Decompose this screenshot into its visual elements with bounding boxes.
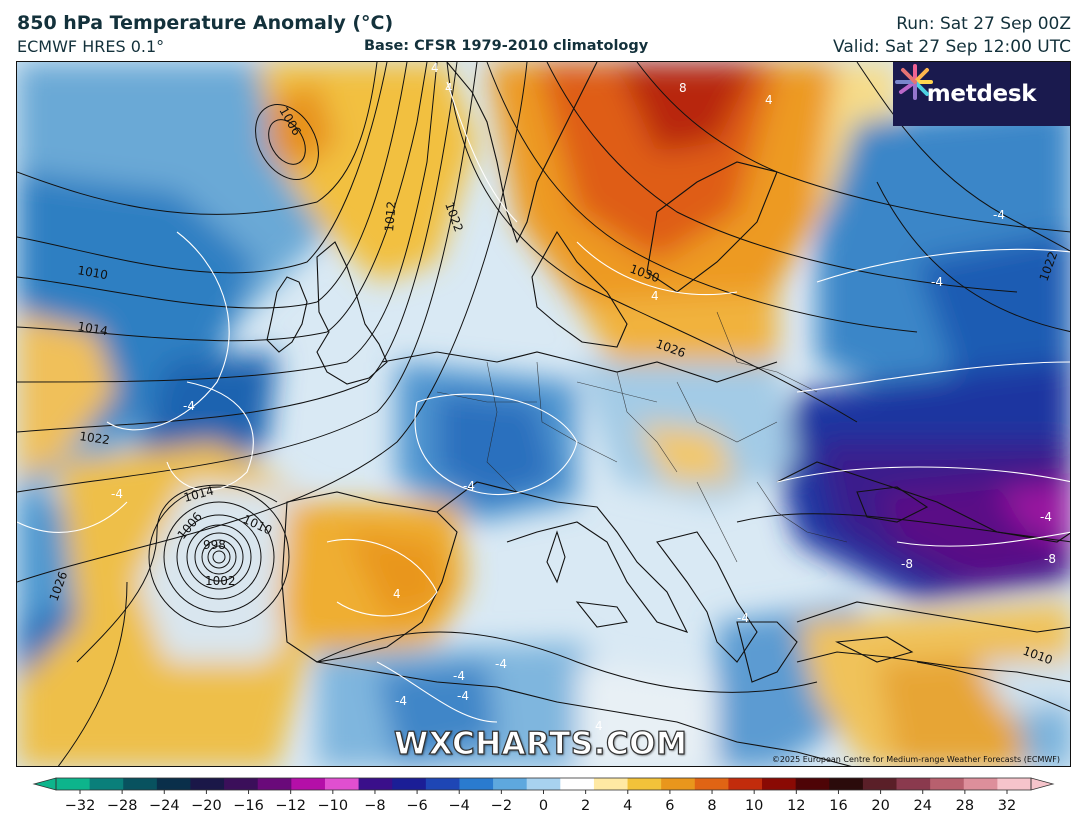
- colorbar-cell: [862, 778, 898, 790]
- colorbar-tick-label: −12: [275, 798, 306, 814]
- colorbar-tick-marks: [79, 790, 1008, 794]
- anomaly-label: -4: [183, 399, 195, 413]
- anomaly-label: -4: [1040, 510, 1052, 524]
- colorbar-cell: [661, 778, 696, 790]
- colorbar-cell: [224, 778, 259, 790]
- colorbar-cell: [728, 778, 763, 790]
- isobar-label: 1012: [382, 201, 399, 233]
- colorbar-cell: [930, 778, 965, 790]
- colorbar: [32, 777, 1055, 794]
- anomaly-label: -4: [457, 689, 469, 703]
- colorbar-tick-label: −2: [490, 798, 513, 814]
- colorbar-tick-label: 12: [787, 798, 806, 814]
- isobars: [17, 62, 1070, 766]
- model-label: ECMWF HRES 0.1°: [17, 37, 165, 56]
- anomaly-label: -4: [463, 479, 475, 493]
- map-canvas: 1006 1012 1022 1010 1014 1030 1026 1022 …: [17, 62, 1070, 766]
- colorbar-tick-label: −8: [364, 798, 386, 814]
- anomaly-label: -4: [495, 657, 507, 671]
- colorbar-cell: [829, 778, 864, 790]
- anomaly-label: -8: [1044, 552, 1056, 566]
- colorbar-tick-label: −16: [233, 798, 264, 814]
- anomaly-labels: 4 4 8 4 4 -4 -4 -4 -4 -4 -4 -8 -8 -4 4 -…: [111, 62, 1056, 733]
- anomaly-label: -4: [453, 669, 465, 683]
- colorbar-cell: [526, 778, 561, 790]
- anomaly-label: 4: [595, 719, 603, 733]
- anomaly-label: -8: [901, 557, 913, 571]
- colorbar-cell: [795, 778, 830, 790]
- colorbar-tick-label: −24: [148, 798, 180, 814]
- anomaly-label: -4: [737, 611, 749, 625]
- anomaly-label: -4: [993, 208, 1005, 222]
- metdesk-logo-text: metdesk: [926, 81, 1037, 107]
- colorbar-tick-label: −20: [191, 798, 222, 814]
- colorbar-cell: [291, 778, 326, 790]
- colorbar-min-arrow: [32, 777, 57, 791]
- colorbar-cells: [56, 778, 1032, 790]
- anomaly-label: 4: [651, 289, 659, 303]
- coastlines: [266, 62, 1070, 766]
- colorbar-tick-label: 6: [665, 798, 675, 814]
- colorbar-tick-label: −10: [317, 798, 349, 814]
- anomaly-map[interactable]: 1006 1012 1022 1010 1014 1030 1026 1022 …: [16, 61, 1071, 767]
- colorbar-tick-label: 2: [581, 798, 591, 814]
- map-title: 850 hPa Temperature Anomaly (°C): [17, 12, 394, 34]
- anomaly-label: 4: [431, 62, 439, 75]
- colorbar-cell: [560, 778, 595, 790]
- colorbar-cell: [627, 778, 662, 790]
- colorbar-cell: [56, 778, 91, 790]
- anomaly-label: 4: [445, 81, 453, 95]
- colorbar-tick-label: 0: [538, 798, 549, 814]
- run-time-label: Run: Sat 27 Sep 00Z: [896, 14, 1071, 34]
- colorbar-cell: [89, 778, 124, 790]
- anomaly-label: 8: [679, 81, 687, 95]
- isobar-label: 1014: [76, 319, 109, 338]
- colorbar-cell: [997, 778, 1032, 790]
- colorbar-tick-label: −4: [448, 798, 470, 814]
- colorbar-cell: [694, 778, 730, 790]
- anomaly-label: 4: [393, 587, 401, 601]
- colorbar-cell: [963, 778, 998, 790]
- colorbar-cell: [358, 778, 393, 790]
- anomaly-label: 4: [765, 93, 773, 107]
- isobar-label: 1010: [76, 263, 109, 282]
- colorbar-cell: [493, 778, 528, 790]
- colorbar-cell: [593, 778, 629, 790]
- colorbar-cell: [324, 778, 360, 790]
- isobar-label: 1022: [79, 429, 111, 447]
- colorbar-cell: [123, 778, 158, 790]
- colorbar-cell: [425, 778, 461, 790]
- colorbar-tick-label: 16: [829, 798, 848, 814]
- anomaly-label: -4: [931, 275, 943, 289]
- valid-time-label: Valid: Sat 27 Sep 12:00 UTC: [833, 37, 1071, 57]
- anomaly-label: -4: [111, 487, 123, 501]
- colorbar-tick-label: −28: [106, 798, 138, 814]
- anomaly-contours: [17, 81, 1070, 723]
- colorbar-tick-label: −6: [406, 798, 428, 814]
- isobar-label: 1002: [205, 574, 236, 588]
- colorbar-max-arrow: [1030, 777, 1055, 791]
- copyright-notice: ©2025 European Centre for Medium-range W…: [771, 755, 1060, 764]
- anomaly-label: -4: [395, 694, 407, 708]
- colorbar-cell: [392, 778, 427, 790]
- colorbar-tick-label: 24: [913, 798, 932, 814]
- colorbar-cell: [190, 778, 225, 790]
- colorbar-tick-label: 4: [623, 798, 633, 814]
- colorbar-tick-label: 32: [997, 798, 1017, 814]
- colorbar-cell: [459, 778, 494, 790]
- climatology-base-label: Base: CFSR 1979-2010 climatology: [364, 38, 649, 54]
- colorbar-tick-label: 10: [744, 798, 764, 814]
- colorbar-tick-label: −32: [64, 798, 96, 814]
- colorbar-cell: [896, 778, 931, 790]
- colorbar-cell: [762, 778, 797, 790]
- colorbar-tick-label: 20: [871, 798, 890, 814]
- colorbar-tick-label: 28: [955, 798, 975, 814]
- isobar-label: 998: [203, 538, 226, 552]
- colorbar-cell: [257, 778, 292, 790]
- metdesk-logo[interactable]: metdesk: [893, 62, 1070, 126]
- colorbar-tick-label: 8: [707, 798, 717, 814]
- wxcharts-watermark: WXCHARTS.COM: [393, 725, 688, 762]
- metdesk-logo-icon: [895, 64, 933, 100]
- colorbar-cell: [156, 778, 192, 790]
